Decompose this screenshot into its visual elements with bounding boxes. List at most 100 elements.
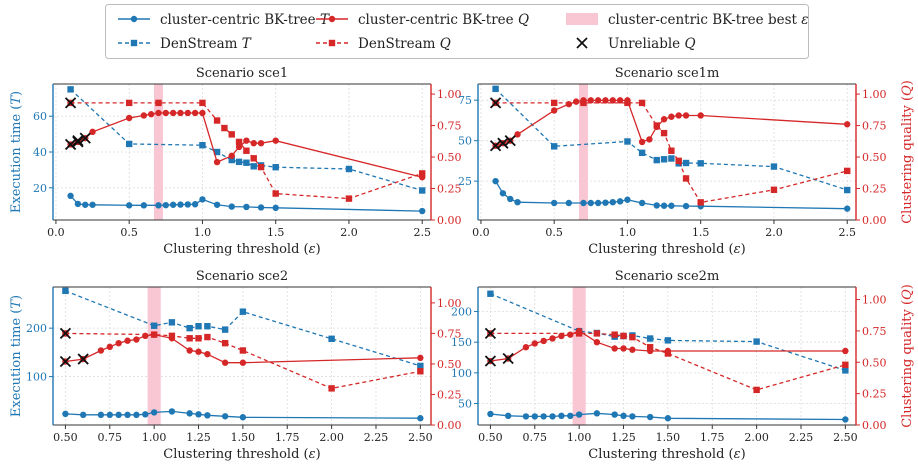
data-point (191, 109, 199, 117)
series-3 (67, 99, 426, 202)
unreliable-x-stroke (489, 140, 502, 152)
data-point (345, 195, 353, 202)
data-point (419, 187, 426, 194)
data-point (243, 203, 250, 211)
data-point (250, 155, 257, 162)
data-point (531, 340, 538, 347)
data-point (638, 199, 646, 207)
data-point (668, 147, 675, 154)
unreliable-marker (77, 353, 89, 365)
unreliable-markers (64, 97, 91, 151)
data-point (150, 322, 158, 329)
data-point (616, 97, 624, 104)
y-right-tick-label: 0.00 (862, 214, 887, 227)
data-point (842, 367, 849, 374)
data-point (753, 386, 760, 394)
data-point (646, 344, 654, 351)
legend-label: DenStream T (160, 36, 252, 52)
x-tick-label: 2.25 (789, 431, 814, 444)
data-point (97, 347, 105, 354)
data-point (419, 170, 426, 177)
data-point (257, 163, 265, 171)
data-point (580, 199, 587, 207)
x-tick-label: 2.00 (319, 431, 344, 444)
data-point (664, 337, 672, 344)
data-point (587, 97, 595, 104)
x-tick-label: 0.0 (47, 226, 65, 239)
data-point (660, 202, 668, 209)
data-point (550, 107, 558, 114)
data-point (79, 411, 87, 419)
data-point (155, 202, 162, 209)
data-point (844, 121, 851, 128)
data-point (150, 409, 158, 416)
data-point (697, 160, 704, 167)
series-1 (62, 287, 424, 370)
data-point (142, 411, 149, 418)
y-right-tick-label: 1.00 (862, 294, 887, 307)
data-point (487, 410, 494, 418)
data-point (272, 164, 279, 171)
data-point (646, 413, 654, 421)
best-eps-band (572, 287, 586, 425)
y-left-tick-label: 50 (458, 398, 472, 411)
data-point (492, 177, 499, 185)
data-point (844, 205, 851, 212)
unreliable-marker (64, 97, 77, 109)
data-point (125, 202, 133, 209)
y-right-tick-label: 0.50 (862, 151, 887, 164)
series-0 (487, 410, 849, 423)
series-line (495, 88, 848, 191)
data-point (567, 331, 574, 338)
x-tick-label: 2.00 (744, 431, 769, 444)
unreliable-marker (64, 138, 77, 151)
x-tick-label: 2.5 (838, 226, 856, 239)
data-point (558, 412, 565, 419)
y-right-tick-label: 0.25 (862, 388, 887, 401)
x-tick-label: 0.5 (120, 226, 138, 239)
y-right-tick-label: 0.00 (437, 419, 462, 432)
data-point (213, 148, 221, 156)
data-point (235, 143, 243, 151)
data-point (168, 408, 176, 415)
data-point (67, 86, 74, 93)
data-point (668, 202, 675, 209)
data-point (682, 159, 690, 167)
data-point (155, 109, 162, 117)
data-point (609, 198, 616, 206)
data-point (550, 199, 558, 207)
legend-entry-unreliable: Unreliable Q (576, 36, 696, 52)
legend-label: cluster-centric BK-tree T (160, 12, 330, 28)
data-point (195, 323, 202, 330)
data-point (624, 138, 631, 145)
data-point (115, 411, 122, 419)
data-point (620, 345, 627, 352)
unreliable-x-stroke (64, 138, 77, 151)
data-point (147, 111, 155, 118)
x-tick-label: 0.75 (523, 431, 548, 444)
y-right-tick-label: 1.00 (862, 88, 887, 101)
data-point (345, 165, 353, 173)
legend-entry-ds-Q: DenStream Q (316, 36, 451, 52)
data-point (417, 415, 424, 422)
data-point (186, 335, 193, 342)
data-point (660, 156, 668, 163)
data-point (540, 337, 547, 345)
series-line (70, 88, 423, 192)
data-point (646, 335, 654, 342)
unreliable-marker (504, 135, 516, 147)
unreliable-marker (72, 136, 84, 148)
series-line (65, 290, 421, 367)
unreliable-markers (59, 327, 89, 368)
legend-marker (130, 39, 138, 47)
data-point (186, 324, 193, 332)
data-point (125, 99, 133, 107)
data-point (195, 411, 202, 418)
x-axis-label: Clustering threshold (ε) (163, 242, 320, 257)
x-tick-label: 1.25 (611, 431, 636, 444)
y-right-tick-label: 1.00 (437, 88, 462, 101)
data-point (133, 336, 140, 343)
series-line (65, 333, 421, 364)
data-point (507, 195, 514, 203)
data-point (646, 136, 653, 143)
